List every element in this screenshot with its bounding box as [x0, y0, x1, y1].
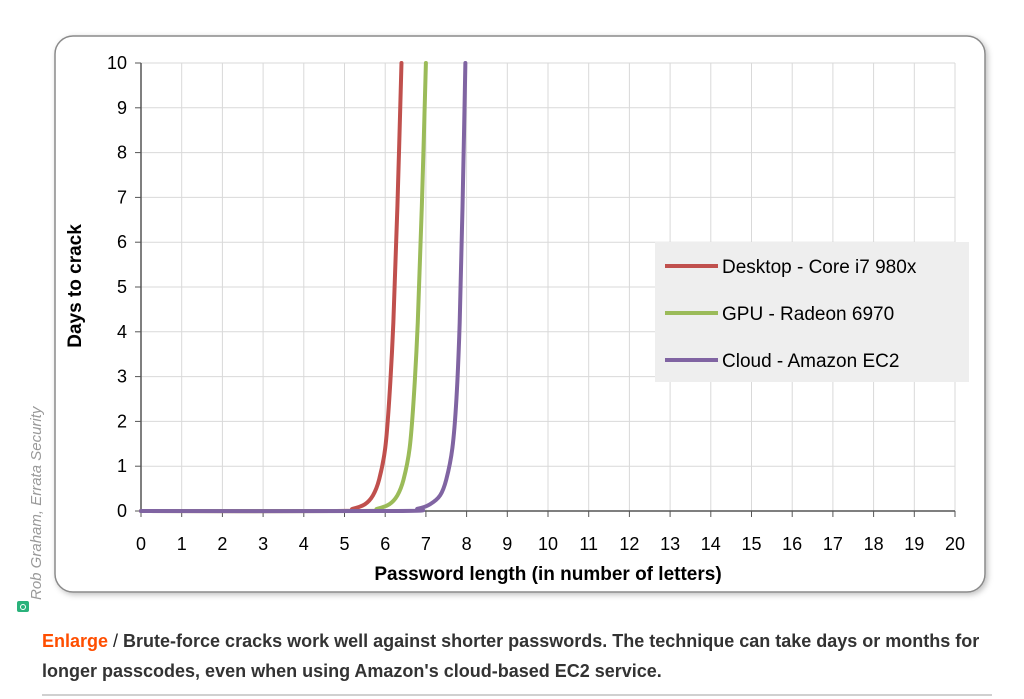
y-tick-label: 3 [117, 367, 127, 387]
series-line-2 [139, 61, 468, 514]
x-tick-label: 13 [660, 534, 680, 554]
chart-frame [54, 35, 986, 593]
camera-icon [17, 601, 29, 612]
x-tick-label: 20 [945, 534, 965, 554]
image-credit: Rob Graham, Errata Security [28, 406, 45, 600]
y-tick-label: 1 [117, 456, 127, 476]
y-axis-label: Days to crack [65, 224, 86, 348]
y-tick-label: 9 [117, 98, 127, 118]
y-tick-label: 6 [117, 232, 127, 252]
x-tick-label: 4 [299, 534, 309, 554]
legend-label-1: GPU - Radeon 6970 [722, 304, 894, 325]
x-tick-label: 8 [462, 534, 472, 554]
y-tick-label: 10 [107, 53, 127, 73]
caption-text: Brute-force cracks work well against sho… [42, 631, 980, 681]
x-tick-label: 5 [339, 534, 349, 554]
credit-org: Errata Security [28, 406, 45, 506]
x-tick-label: 1 [177, 534, 187, 554]
y-tick-label: 8 [117, 143, 127, 163]
x-tick-label: 17 [823, 534, 843, 554]
series-lines [139, 61, 468, 514]
y-tick-label: 7 [117, 187, 127, 207]
x-tick-label: 2 [217, 534, 227, 554]
x-tick-label: 0 [136, 534, 146, 554]
x-tick-label: 16 [782, 534, 802, 554]
x-axis-label: Password length (in number of letters) [374, 564, 721, 585]
x-tick-label: 12 [619, 534, 639, 554]
x-tick-label: 6 [380, 534, 390, 554]
y-tick-label: 2 [117, 411, 127, 431]
x-tick-label: 15 [741, 534, 761, 554]
credit-author: Rob Graham [28, 514, 45, 600]
tick-labels: 0 1 2 3 4 5 6 7 8 9 10 11 12 13 14 15 16 17 18 19 2001234567… [107, 53, 965, 554]
legend: Desktop - Core i7 980x GPU - Radeon 6970 C… [655, 242, 969, 382]
chart: 0 1 2 3 4 5 6 7 8 9 10 11 12 13 14 15 16 17 18 19 2001234567… [54, 35, 986, 593]
y-tick-label: 4 [117, 322, 127, 342]
y-tick-label: 5 [117, 277, 127, 297]
x-tick-label: 7 [421, 534, 431, 554]
x-tick-label: 14 [701, 534, 721, 554]
legend-label-2: Cloud - Amazon EC2 [722, 351, 899, 372]
x-tick-label: 3 [258, 534, 268, 554]
divider [42, 694, 992, 696]
x-tick-label: 18 [864, 534, 884, 554]
legend-label-0: Desktop - Core i7 980x [722, 257, 917, 278]
x-tick-label: 9 [502, 534, 512, 554]
y-tick-label: 0 [117, 501, 127, 521]
caption-separator: / [108, 631, 124, 651]
figure-caption: Enlarge / Brute-force cracks work well a… [42, 626, 992, 686]
x-tick-label: 10 [538, 534, 558, 554]
enlarge-link[interactable]: Enlarge [42, 631, 109, 651]
x-tick-label: 11 [579, 534, 598, 554]
x-tick-label: 19 [904, 534, 924, 554]
